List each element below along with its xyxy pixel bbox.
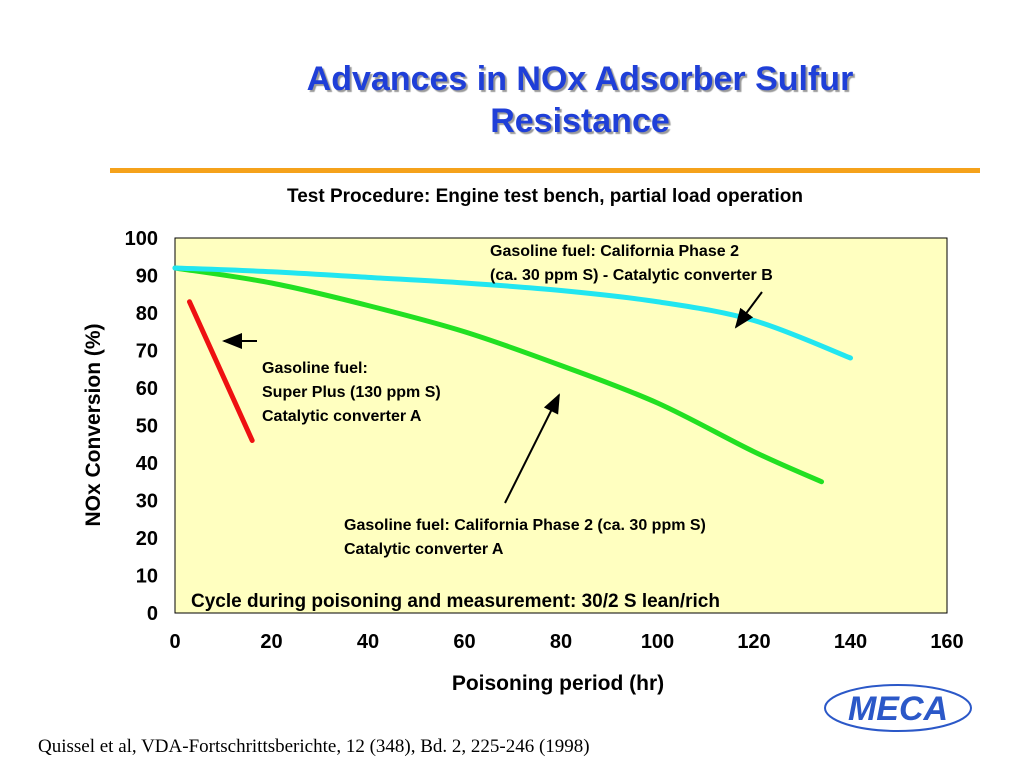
x-tick-label: 0 (169, 631, 180, 653)
label-super-line1: Gasoline fuel: (262, 360, 368, 377)
label-cat-a-line2: Catalytic converter A (344, 541, 504, 558)
title-divider (110, 168, 980, 173)
y-tick-label: 80 (136, 303, 158, 325)
slide-title-line1: Advances in NOx Adsorber Sulfur (306, 60, 854, 98)
x-tick-label: 160 (930, 631, 963, 653)
label-cat-b-line2: (ca. 30 ppm S) - Catalytic converter B (490, 267, 773, 284)
label-cat-a-line1: Gasoline fuel: California Phase 2 (ca. 3… (344, 517, 706, 534)
x-tick-label: 20 (260, 631, 282, 653)
y-tick-label: 90 (136, 266, 158, 288)
y-tick-label: 100 (125, 228, 158, 250)
y-tick-label: 30 (136, 491, 158, 513)
y-tick-label: 60 (136, 378, 158, 400)
x-tick-label: 140 (834, 631, 867, 653)
arrow-cat-a (504, 393, 560, 504)
plot-area (174, 237, 948, 614)
y-tick-label: 70 (136, 341, 158, 363)
slide-title-line2: Resistance (490, 102, 670, 140)
series-line-super-plus-cat-a (186, 299, 255, 443)
x-tick-label: 80 (550, 631, 572, 653)
meca-logo: MECA (824, 684, 972, 732)
x-tick-label: 100 (641, 631, 674, 653)
cycle-note: Cycle during poisoning and measurement: … (191, 591, 720, 612)
y-tick-label: 50 (136, 416, 158, 438)
citation: Quissel et al, VDA-Fortschrittsberichte,… (38, 736, 590, 757)
meca-logo-text: MECA (848, 690, 948, 728)
y-tick-label: 40 (136, 453, 158, 475)
chart-subtitle: Test Procedure: Engine test bench, parti… (287, 186, 803, 207)
label-cat-b-line1: Gasoline fuel: California Phase 2 (490, 243, 739, 260)
x-tick-label: 60 (453, 631, 475, 653)
y-tick-label: 20 (136, 528, 158, 550)
label-super-line2: Super Plus (130 ppm S) (262, 384, 441, 401)
arrow-cat-b (734, 291, 763, 329)
y-axis-label: NOx Conversion (%) (82, 323, 105, 526)
slide-title: Advances in NOx Adsorber Sulfur Resistan… (160, 58, 1000, 142)
series-line-cal2-cat-a (172, 265, 825, 485)
x-tick-label: 40 (357, 631, 379, 653)
y-tick-label: 0 (147, 603, 158, 625)
x-tick-label: 120 (737, 631, 770, 653)
label-super-line3: Catalytic converter A (262, 408, 422, 425)
y-tick-label: 10 (136, 566, 158, 588)
x-axis-label: Poisoning period (hr) (452, 672, 664, 695)
